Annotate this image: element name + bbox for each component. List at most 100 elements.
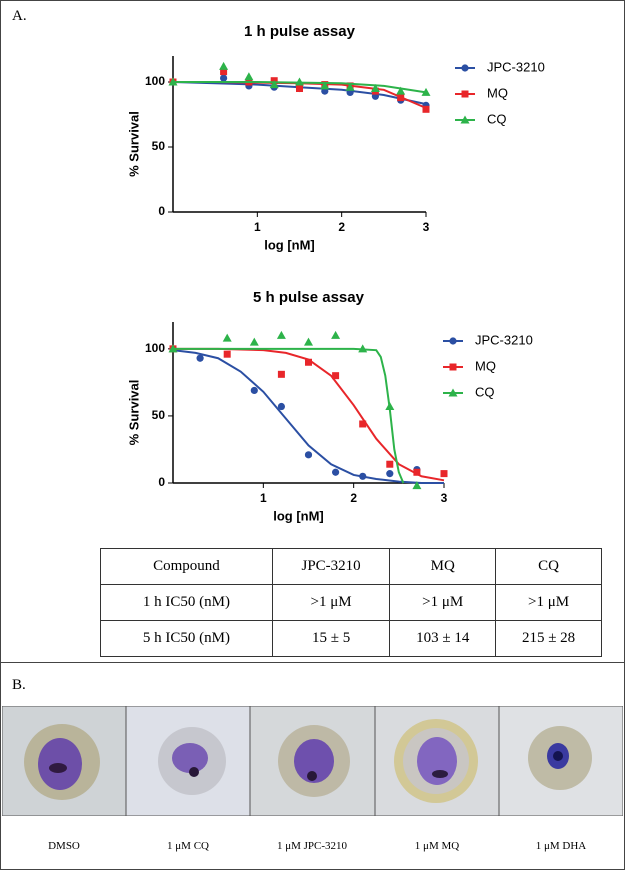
cell: 5 h IC50 (nM) (100, 620, 273, 657)
point (440, 470, 448, 478)
point (168, 77, 178, 86)
x-axis-label: log [nM] (264, 237, 315, 252)
legend-marker (461, 90, 469, 98)
point (222, 333, 232, 342)
cell: >1 μM (495, 584, 602, 621)
point (295, 77, 304, 86)
point (305, 358, 312, 366)
table-row: 1 h IC50 (nM) >1 μM >1 μM >1 μM (100, 584, 602, 621)
legend-label: CQ (487, 111, 507, 126)
y-tick-label: 0 (158, 204, 165, 218)
x-tick-label: 1 (254, 220, 261, 234)
cell: >1 μM (271, 584, 391, 621)
header-cell: CQ (495, 548, 602, 585)
image-caption: 1 μM DHA (535, 840, 587, 852)
point (304, 451, 313, 459)
cell: 215 ± 28 (495, 620, 602, 657)
cell: 1 h IC50 (nM) (100, 584, 273, 621)
point (345, 82, 355, 91)
legend-label: CQ (475, 384, 495, 399)
point (396, 86, 406, 95)
legend-label: JPC-3210 (487, 59, 545, 74)
point (277, 402, 285, 411)
point (244, 72, 254, 81)
point (168, 344, 178, 353)
legend-marker (449, 337, 457, 345)
point (276, 330, 286, 339)
micrograph (125, 706, 251, 816)
table-row: 5 h IC50 (nM) 15 ± 5 103 ± 14 215 ± 28 (100, 620, 602, 657)
point (220, 68, 228, 76)
x-tick-label: 2 (350, 491, 357, 505)
point (219, 61, 229, 70)
header-cell: Compound (100, 548, 273, 585)
point (277, 370, 285, 378)
image-caption: 1 μM MQ (414, 840, 460, 852)
x-tick-label: 3 (441, 491, 448, 505)
cell: >1 μM (389, 584, 497, 621)
point (269, 80, 279, 89)
point (397, 94, 405, 102)
ic50-table: Compound JPC-3210 MQ CQ 1 h IC50 (nM) >1… (100, 548, 602, 657)
legend-marker (448, 388, 458, 397)
micrograph (498, 706, 623, 816)
point (422, 105, 430, 113)
fit-curve (172, 349, 444, 484)
point (359, 472, 367, 480)
legend-label: MQ (475, 358, 496, 373)
micrograph (249, 706, 376, 816)
point (385, 402, 395, 411)
point (332, 372, 340, 380)
point (331, 330, 341, 339)
y-tick-label: 0 (158, 475, 165, 489)
chart-title: 5 h pulse assay (253, 289, 365, 306)
fit-curve (173, 347, 405, 484)
image-caption: 1 μM JPC-3210 (276, 840, 348, 852)
image-caption: DMSO (48, 840, 80, 852)
point (304, 337, 313, 346)
point (220, 74, 228, 82)
legend-marker (460, 115, 470, 124)
micrographs (2, 706, 623, 816)
charts: 1 h pulse assay 0 50 100 1 2 3 log [nM] % Surviv… (126, 23, 545, 523)
panel-label: A. (12, 8, 27, 24)
y-tick-label: 50 (152, 139, 166, 153)
point (250, 386, 258, 395)
point (296, 85, 303, 92)
y-axis-label: % Survival (126, 380, 141, 446)
point (223, 350, 231, 358)
point (413, 468, 421, 476)
x-axis-label: log [nM] (273, 508, 324, 523)
y-tick-label: 100 (145, 341, 165, 355)
micrograph (2, 706, 127, 816)
chart-title: 1 h pulse assay (244, 23, 356, 40)
x-tick-label: 2 (338, 220, 345, 234)
panel-label: B. (12, 677, 26, 693)
table-header: Compound JPC-3210 MQ CQ (100, 548, 602, 585)
y-tick-label: 100 (145, 74, 165, 88)
point (196, 354, 204, 362)
point (421, 87, 431, 96)
header-cell: JPC-3210 (271, 548, 391, 585)
fit-curve (173, 347, 445, 482)
y-axis-label: % Survival (126, 111, 141, 177)
point (249, 337, 259, 346)
legend-marker (449, 363, 457, 371)
legend-label: JPC-3210 (475, 332, 533, 347)
x-tick-label: 3 (423, 220, 430, 234)
legend-label: MQ (487, 85, 508, 100)
point (332, 468, 340, 476)
point (359, 420, 367, 428)
point (386, 470, 394, 478)
cell: 15 ± 5 (271, 620, 391, 657)
cell: 103 ± 14 (389, 620, 497, 657)
point (320, 81, 330, 90)
point (412, 481, 422, 490)
legend-marker (461, 64, 469, 72)
x-tick-label: 1 (260, 491, 267, 505)
point (370, 84, 380, 92)
header-cell: MQ (389, 548, 497, 585)
image-caption: 1 μM CQ (167, 840, 209, 852)
micrograph (374, 706, 500, 816)
